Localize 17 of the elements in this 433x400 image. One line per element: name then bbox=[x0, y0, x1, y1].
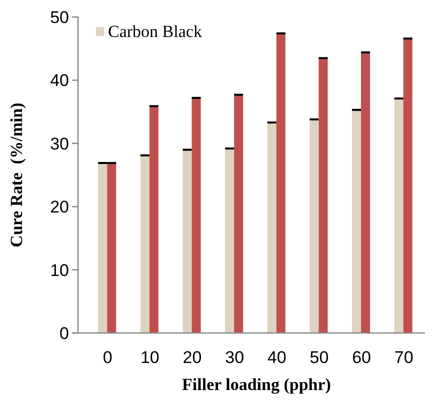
y-tick-label: 50 bbox=[50, 8, 69, 27]
x-tick-label: 10 bbox=[140, 348, 160, 367]
x-axis-title: Filler loading (pphr) bbox=[182, 375, 331, 394]
y-axis-title: Cure Rate (%/min) bbox=[7, 102, 26, 248]
y-tick-label: 30 bbox=[50, 134, 69, 154]
x-tick-label: 30 bbox=[225, 348, 244, 367]
y-tick-label: 10 bbox=[50, 260, 69, 280]
y-tick-label: 20 bbox=[50, 198, 69, 217]
x-tick-label: 70 bbox=[394, 348, 414, 367]
x-tick-label: 40 bbox=[267, 348, 286, 367]
legend-label: Carbon Black bbox=[108, 22, 202, 41]
x-tick-label: 60 bbox=[352, 348, 371, 367]
x-tick-label: 20 bbox=[182, 348, 202, 367]
x-tick-label: 50 bbox=[310, 348, 329, 367]
y-tick-label: 40 bbox=[50, 71, 69, 90]
y-tick-label: 0 bbox=[60, 324, 69, 343]
x-tick-label: 0 bbox=[102, 348, 112, 367]
